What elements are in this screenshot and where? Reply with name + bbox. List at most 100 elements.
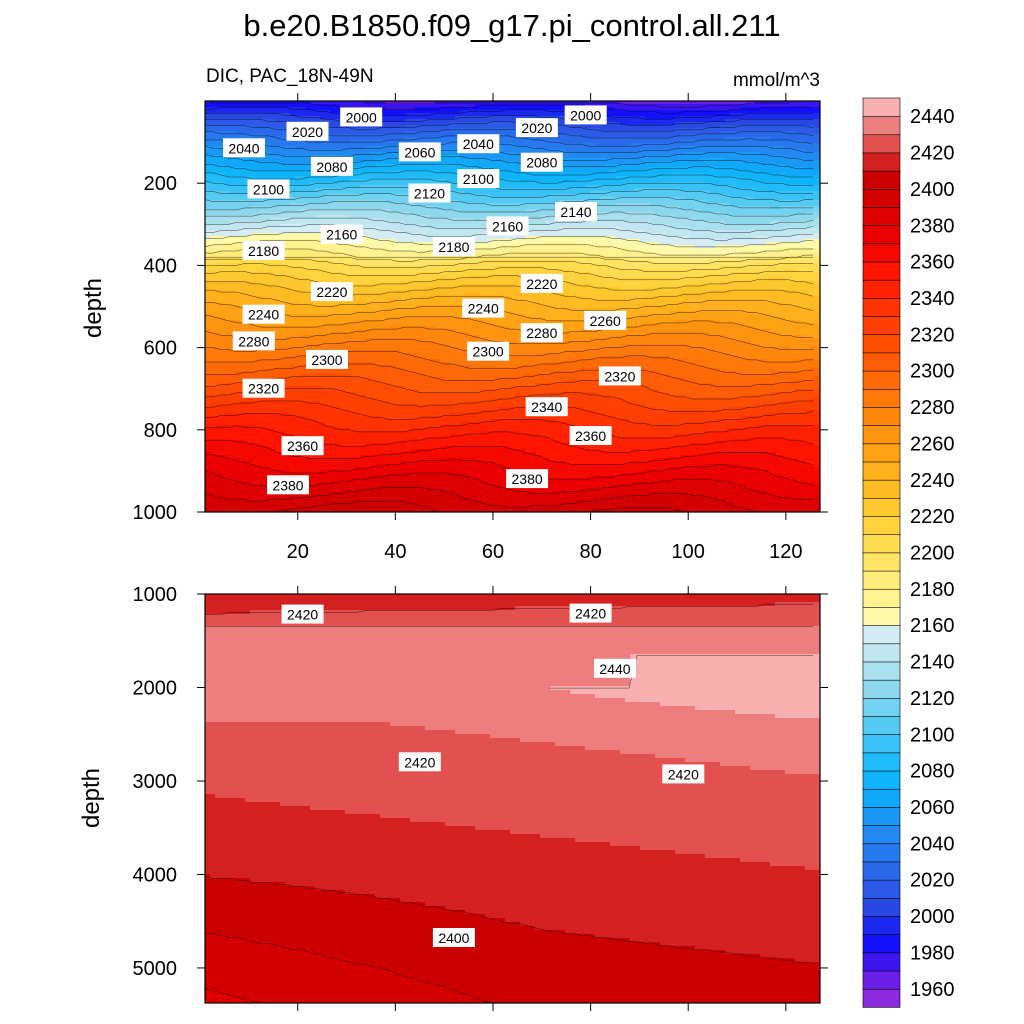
contour-cell (395, 191, 401, 195)
contour-cell (625, 182, 631, 186)
contour-cell (620, 119, 626, 123)
contour-cell (720, 203, 726, 207)
contour-cell (690, 149, 696, 153)
contour-cell (500, 146, 506, 150)
contour-cell (275, 164, 281, 168)
contour-cell (230, 161, 236, 165)
contour-cell (715, 164, 721, 168)
contour-cell (655, 170, 661, 174)
contour-cell (525, 101, 531, 105)
contour-cell (655, 164, 661, 168)
contour-cell (320, 104, 326, 108)
contour-cell (305, 158, 311, 162)
contour-cell (570, 176, 576, 180)
contour-cell (725, 203, 731, 207)
contour-cell (480, 152, 486, 156)
contour-cell (700, 200, 706, 204)
contour-cell (800, 140, 806, 144)
contour-cell (685, 170, 691, 174)
contour-cell (650, 140, 656, 144)
contour-cell (720, 125, 726, 129)
contour-cell (375, 185, 381, 189)
contour-cell (330, 215, 336, 219)
contour-cell (595, 131, 601, 135)
contour-cell (320, 197, 326, 201)
contour-cell (390, 203, 396, 207)
contour-cell (455, 101, 461, 105)
contour-cell (625, 191, 631, 195)
contour-cell (645, 158, 651, 162)
contour-cell (215, 107, 221, 111)
contour-cell (335, 122, 341, 126)
contour-cell (655, 116, 661, 120)
contour-cell (265, 176, 271, 180)
contour-cell (425, 119, 431, 123)
contour-cell (750, 182, 756, 186)
contour-cell (455, 203, 461, 207)
contour-cell (225, 185, 231, 189)
contour-cell (355, 170, 361, 174)
contour-cell (540, 218, 546, 222)
contour-cell (640, 113, 646, 117)
contour-cell (295, 107, 301, 111)
contour-cell (700, 167, 706, 171)
contour-cell (525, 146, 531, 150)
contour-cell (675, 185, 681, 189)
contour-cell (230, 179, 236, 183)
contour-cell (650, 110, 656, 114)
contour-cell (755, 197, 761, 201)
contour-cell (255, 161, 261, 165)
contour-cell (615, 200, 621, 204)
contour-cell (310, 107, 316, 111)
contour-cell (505, 119, 511, 123)
contour-cell (710, 125, 716, 129)
contour-cell (655, 206, 661, 210)
contour-cell (270, 200, 276, 204)
contour-cell (245, 212, 251, 216)
contour-cell (330, 179, 336, 183)
contour-cell (445, 215, 451, 219)
contour-cell (665, 158, 671, 162)
contour-cell (675, 170, 681, 174)
contour-cell (565, 167, 571, 171)
contour-cell (660, 191, 666, 195)
contour-cell (790, 167, 796, 171)
contour-cell (220, 194, 226, 198)
contour-cell (230, 113, 236, 117)
contour-cell (670, 113, 676, 117)
contour-cell (690, 152, 696, 156)
contour-cell (475, 161, 481, 165)
contour-cell (635, 140, 641, 144)
contour-cell (555, 149, 561, 153)
contour-cell (770, 158, 776, 162)
contour-cell (230, 188, 236, 192)
contour-cell (285, 158, 291, 162)
contour-cell (730, 170, 736, 174)
contour-cell (320, 191, 326, 195)
contour-cell (740, 182, 746, 186)
contour-cell (270, 146, 276, 150)
contour-cell (780, 143, 786, 147)
contour-cell (215, 131, 221, 135)
contour-cell (575, 197, 581, 201)
contour-cell (525, 140, 531, 144)
contour-cell (705, 164, 711, 168)
contour-cell (595, 197, 601, 201)
contour-cell (540, 149, 546, 153)
contour-cell (280, 137, 286, 141)
contour-cell (715, 140, 721, 144)
contour-cell (710, 209, 716, 213)
contour-cell (475, 107, 481, 111)
contour-cell (465, 116, 471, 120)
contour-cell (605, 113, 611, 117)
contour-cell (625, 149, 631, 153)
contour-cell (305, 167, 311, 171)
contour-cell (685, 176, 691, 180)
contour-cell (680, 113, 686, 117)
contour-cell (565, 152, 571, 156)
contour-cell (375, 176, 381, 180)
contour-cell (560, 107, 566, 111)
contour-cell (650, 218, 656, 222)
contour-cell (665, 101, 671, 105)
contour-cell (655, 101, 661, 105)
